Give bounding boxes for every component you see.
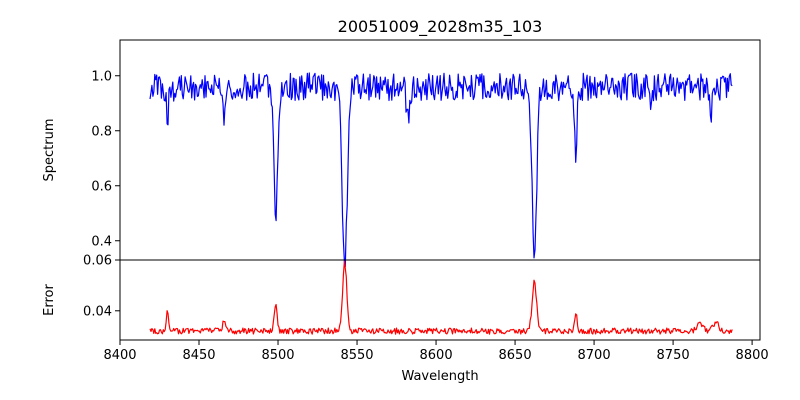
error-axes-frame [119, 259, 761, 341]
x-tick-label: 8750 [657, 348, 690, 363]
x-tick-label: 8700 [578, 348, 611, 363]
error-y-tick-label: 0.06 [83, 254, 112, 269]
x-tick-label: 8650 [499, 348, 532, 363]
spectrum-y-ticks: 0.4 0.6 0.8 1.0 [91, 69, 120, 249]
spectrum-y-tick-label: 0.8 [91, 124, 112, 139]
error-y-tick-label: 0.04 [83, 304, 112, 319]
x-tick-label: 8500 [261, 348, 294, 363]
x-tick-label: 8800 [736, 348, 769, 363]
spectrum-y-tick-label: 0.6 [91, 179, 112, 194]
error-y-axis-label: Error [42, 284, 57, 316]
x-tick-label: 8450 [182, 348, 215, 363]
x-tick-label: 8600 [420, 348, 453, 363]
spectrum-panel: 0.4 0.6 0.8 1.0 Spectrum [42, 39, 761, 268]
spectrum-y-tick-label: 1.0 [91, 69, 112, 84]
spectrum-y-axis-label: Spectrum [42, 119, 57, 182]
chart-title: 20051009_2028m35_103 [338, 17, 543, 37]
error-y-ticks: 0.04 0.06 [83, 254, 120, 319]
spectrum-y-tick-label: 0.4 [91, 234, 112, 249]
x-tick-label: 8400 [103, 348, 136, 363]
error-series-line [149, 260, 733, 335]
x-tick-label: 8550 [340, 348, 373, 363]
wavelength-x-ticks: 8400 8450 8500 8550 8600 8650 8700 8750 8800 [103, 340, 769, 363]
error-panel: 0.04 0.06 8400 8450 8500 8550 8600 8650 8700 875… [42, 254, 769, 385]
spectrum-series-line [149, 72, 733, 268]
x-axis-label: Wavelength [401, 369, 478, 384]
